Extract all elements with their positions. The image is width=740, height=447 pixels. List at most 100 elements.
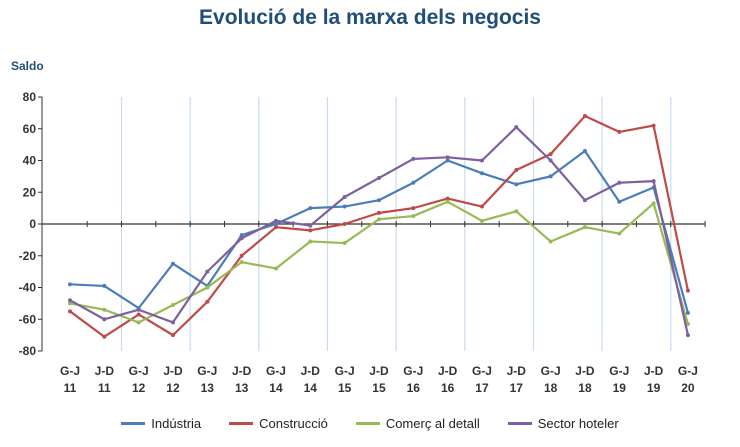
data-point <box>548 174 553 179</box>
x-tick-label-year: 19 <box>613 381 627 395</box>
data-point <box>205 299 210 304</box>
x-tick-label-year: 13 <box>235 381 249 395</box>
x-tick-label: J-D <box>232 364 252 378</box>
data-point <box>685 288 690 293</box>
legend-item: Indústria <box>121 416 201 431</box>
data-point <box>411 214 416 219</box>
data-point <box>651 179 656 184</box>
data-point <box>68 309 72 314</box>
series-line-3 <box>69 126 690 336</box>
data-point <box>582 225 587 230</box>
x-tick-label: G-J <box>60 364 80 378</box>
data-point <box>68 301 72 306</box>
x-tick-label-year: 11 <box>64 381 77 395</box>
x-tick-label-year: 19 <box>647 381 661 395</box>
x-tick-label-year: 17 <box>475 381 489 395</box>
data-point <box>685 333 690 338</box>
data-point <box>102 307 107 312</box>
x-tick-label-year: 15 <box>338 381 352 395</box>
legend-swatch <box>121 422 146 425</box>
legend-item: Comerç al detall <box>355 416 480 431</box>
x-tick-label: J-D <box>438 364 458 378</box>
data-point <box>205 269 210 274</box>
data-point <box>136 307 141 312</box>
x-tick-label: J-D <box>644 364 664 378</box>
x-tick-label-year: 17 <box>510 381 524 395</box>
x-tick-label-year: 13 <box>201 381 215 395</box>
data-point <box>582 148 587 153</box>
data-point <box>514 125 519 130</box>
y-tick-label: -80 <box>19 344 37 358</box>
data-point <box>548 239 553 244</box>
data-point <box>617 129 622 134</box>
y-tick-label: 80 <box>23 90 37 104</box>
x-tick-label: G-J <box>678 364 698 378</box>
x-tick-label-year: 18 <box>544 381 558 395</box>
data-point <box>548 152 553 157</box>
y-tick-label: 40 <box>23 154 37 168</box>
data-point <box>479 158 484 163</box>
data-point <box>582 198 587 203</box>
x-tick-label-year: 16 <box>441 381 455 395</box>
y-tick-label: 0 <box>29 217 36 231</box>
legend-label: Comerç al detall <box>385 416 480 431</box>
series-line-1 <box>69 114 690 338</box>
data-point <box>273 218 278 223</box>
data-point <box>273 222 278 226</box>
x-tick-label: G-J <box>129 364 149 378</box>
data-point <box>445 158 450 163</box>
x-tick-label-year: 16 <box>407 381 421 395</box>
x-tick-label: J-D <box>163 364 183 378</box>
data-point <box>239 233 244 238</box>
x-tick-label-year: 20 <box>681 381 695 395</box>
data-point <box>548 158 553 163</box>
x-tick-label: J-D <box>575 364 595 378</box>
x-tick-label-year: 12 <box>132 381 146 395</box>
legend-swatch <box>355 422 380 425</box>
data-point <box>68 298 72 303</box>
x-tick-label-year: 12 <box>166 381 180 395</box>
data-point <box>102 283 107 288</box>
data-point <box>479 171 484 176</box>
x-tick-label-year: 14 <box>304 381 318 395</box>
data-point <box>617 199 622 204</box>
data-point <box>136 312 141 317</box>
data-point <box>239 236 244 241</box>
x-tick-label: J-D <box>507 364 527 378</box>
data-point <box>342 204 347 209</box>
x-tick-label: G-J <box>197 364 217 378</box>
x-tick-label-year: 14 <box>269 381 283 395</box>
data-point <box>273 225 278 230</box>
x-tick-label: G-J <box>403 364 423 378</box>
data-point <box>239 260 244 265</box>
y-tick-label: -40 <box>19 281 37 295</box>
series-line-0 <box>69 149 690 314</box>
y-tick-label: -60 <box>19 312 37 326</box>
legend-item: Sector hoteler <box>507 416 619 431</box>
x-tick-label: G-J <box>541 364 561 378</box>
data-point <box>170 302 175 307</box>
data-point <box>685 322 690 327</box>
data-point <box>308 239 313 244</box>
data-point <box>342 222 347 226</box>
data-point <box>308 206 313 211</box>
data-point <box>136 320 141 325</box>
data-point <box>445 196 450 201</box>
data-point <box>170 333 175 338</box>
data-point <box>445 155 450 160</box>
x-tick-label: G-J <box>609 364 629 378</box>
data-point <box>376 217 381 222</box>
x-tick-label: G-J <box>266 364 286 378</box>
legend-label: Construcció <box>259 416 328 431</box>
data-point <box>170 261 175 266</box>
x-tick-label: G-J <box>335 364 355 378</box>
data-point <box>411 206 416 211</box>
data-point <box>514 168 519 173</box>
legend-label: Indústria <box>151 416 202 431</box>
y-tick-label: 60 <box>23 122 37 136</box>
data-point <box>308 223 313 228</box>
data-point <box>342 241 347 246</box>
data-point <box>617 180 622 185</box>
data-point <box>514 209 519 214</box>
